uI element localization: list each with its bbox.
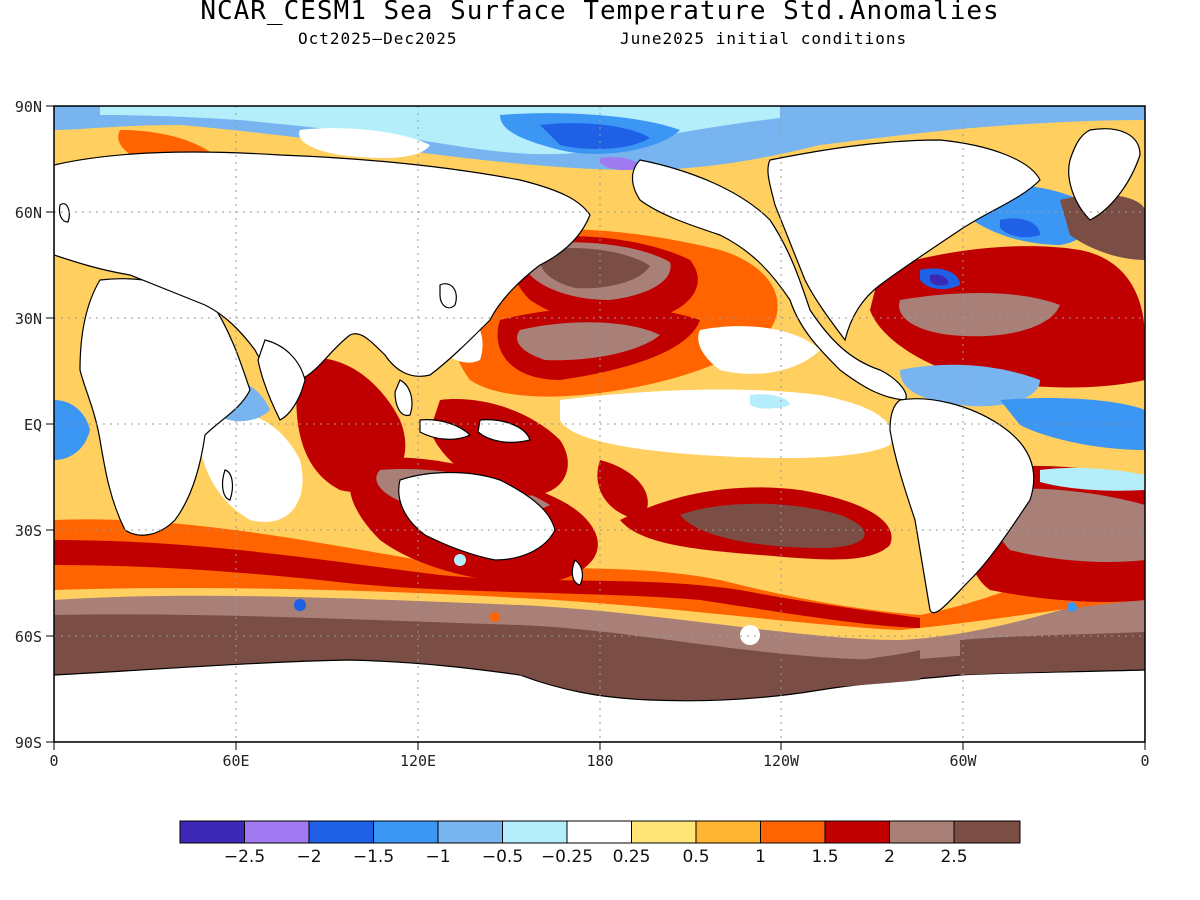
colorbar-label: −0.25 (541, 847, 593, 867)
colorbar-swatch (244, 820, 310, 844)
lon-label: 120W (763, 752, 800, 770)
colorbar-swatch (373, 820, 439, 844)
colorbar-label: 0.5 (682, 847, 709, 867)
colorbar-label: −1.5 (353, 847, 394, 867)
lat-label: EQ (24, 416, 42, 434)
forecast-period: Oct2025—Dec2025 (298, 29, 458, 48)
lat-label: 30S (15, 522, 42, 540)
colorbar-swatch (308, 820, 374, 844)
colorbar-swatch (760, 820, 826, 844)
lat-label: 30N (15, 310, 42, 328)
colorbar-label: −2 (296, 847, 321, 867)
latitude-labels: 90N 60N 30N EQ 30S 60S 90S (15, 98, 42, 752)
colorbar-label: −0.5 (482, 847, 523, 867)
colorbar-label: 0.25 (613, 847, 651, 867)
graticule (54, 106, 1145, 742)
colorbar-swatch (502, 820, 568, 844)
lon-label: 180 (586, 752, 613, 770)
colorbar-swatch (695, 820, 761, 844)
lon-label: 60W (949, 752, 977, 770)
lat-label: 60N (15, 204, 42, 222)
colorbar-swatch (179, 820, 245, 844)
longitude-labels: 0 60E 120E 180 120W 60W 0 (49, 752, 1149, 770)
colorbar-label: −1 (425, 847, 450, 867)
lat-label: 90S (15, 734, 42, 752)
lat-label: 60S (15, 628, 42, 646)
colorbar-label: 1.5 (811, 847, 838, 867)
lon-label: 120E (400, 752, 436, 770)
lon-label: 0 (49, 752, 58, 770)
colorbar: −2.5 −2 −1.5 −1 −0.5 −0.25 0.25 0.5 1 1.… (179, 820, 1021, 867)
colorbar-swatch (953, 820, 1021, 844)
colorbar-swatch (631, 820, 697, 844)
colorbar-label: 2.5 (940, 847, 967, 867)
colorbar-label: −2.5 (224, 847, 265, 867)
tick-marks (46, 105, 1146, 750)
map-title: NCAR_CESM1 Sea Surface Temperature Std.A… (200, 0, 1000, 26)
colorbar-label: 1 (755, 847, 766, 867)
lat-label: 90N (15, 98, 42, 116)
colorbar-swatch (889, 820, 955, 844)
colorbar-swatch (437, 820, 503, 844)
initial-conditions: June2025 initial conditions (620, 29, 908, 48)
colorbar-swatch (566, 820, 632, 844)
colorbar-swatch (824, 820, 890, 844)
lon-label: 0 (1140, 752, 1149, 770)
lon-label: 60E (222, 752, 249, 770)
colorbar-label: 2 (884, 847, 895, 867)
